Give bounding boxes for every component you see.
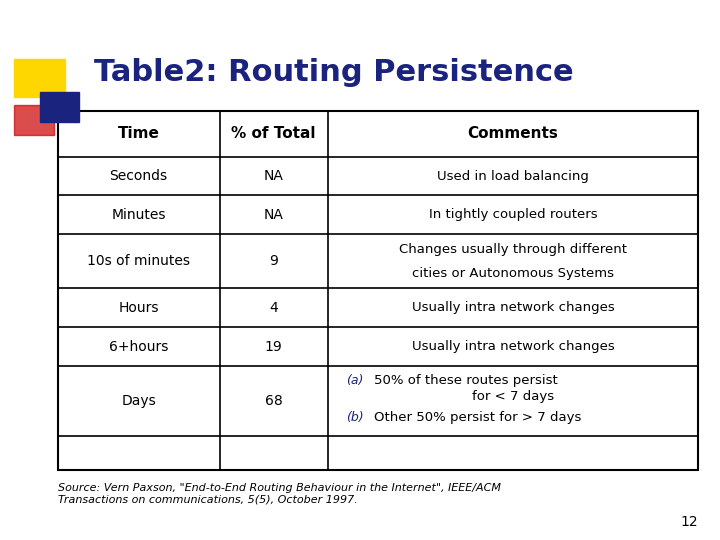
Text: Usually intra network changes: Usually intra network changes [412,340,614,353]
Text: 50% of these routes persist: 50% of these routes persist [374,374,558,387]
Text: 4: 4 [269,301,278,315]
Text: 68: 68 [265,394,282,408]
Text: 9: 9 [269,254,278,268]
Text: 19: 19 [265,340,282,354]
Text: Days: Days [121,394,156,408]
Text: for < 7 days: for < 7 days [472,390,554,403]
Text: Source: Vern Paxson, "End-to-End Routing Behaviour in the Internet", IEEE/ACM
Tr: Source: Vern Paxson, "End-to-End Routing… [58,483,500,505]
Bar [40,92,79,122]
Text: 10s of minutes: 10s of minutes [87,254,190,268]
Text: Hours: Hours [118,301,159,315]
Text: Comments: Comments [467,126,559,141]
Text: % of Total: % of Total [231,126,316,141]
Bar [14,105,54,135]
Bar [58,111,698,470]
Text: Seconds: Seconds [109,169,168,183]
Text: 6+hours: 6+hours [109,340,168,354]
Text: NA: NA [264,208,284,222]
Text: Minutes: Minutes [112,208,166,222]
Bar [14,59,65,97]
Text: NA: NA [264,169,284,183]
Text: Time: Time [117,126,160,141]
Text: Table2: Routing Persistence: Table2: Routing Persistence [94,58,573,87]
Text: In tightly coupled routers: In tightly coupled routers [428,208,598,221]
Text: Other 50% persist for > 7 days: Other 50% persist for > 7 days [374,411,582,424]
Text: Changes usually through different: Changes usually through different [399,243,627,256]
Text: Used in load balancing: Used in load balancing [437,170,589,183]
Text: cities or Autonomous Systems: cities or Autonomous Systems [412,267,614,280]
Text: (b): (b) [346,411,363,424]
Text: Usually intra network changes: Usually intra network changes [412,301,614,314]
Text: 12: 12 [681,515,698,529]
Text: (a): (a) [346,374,363,387]
